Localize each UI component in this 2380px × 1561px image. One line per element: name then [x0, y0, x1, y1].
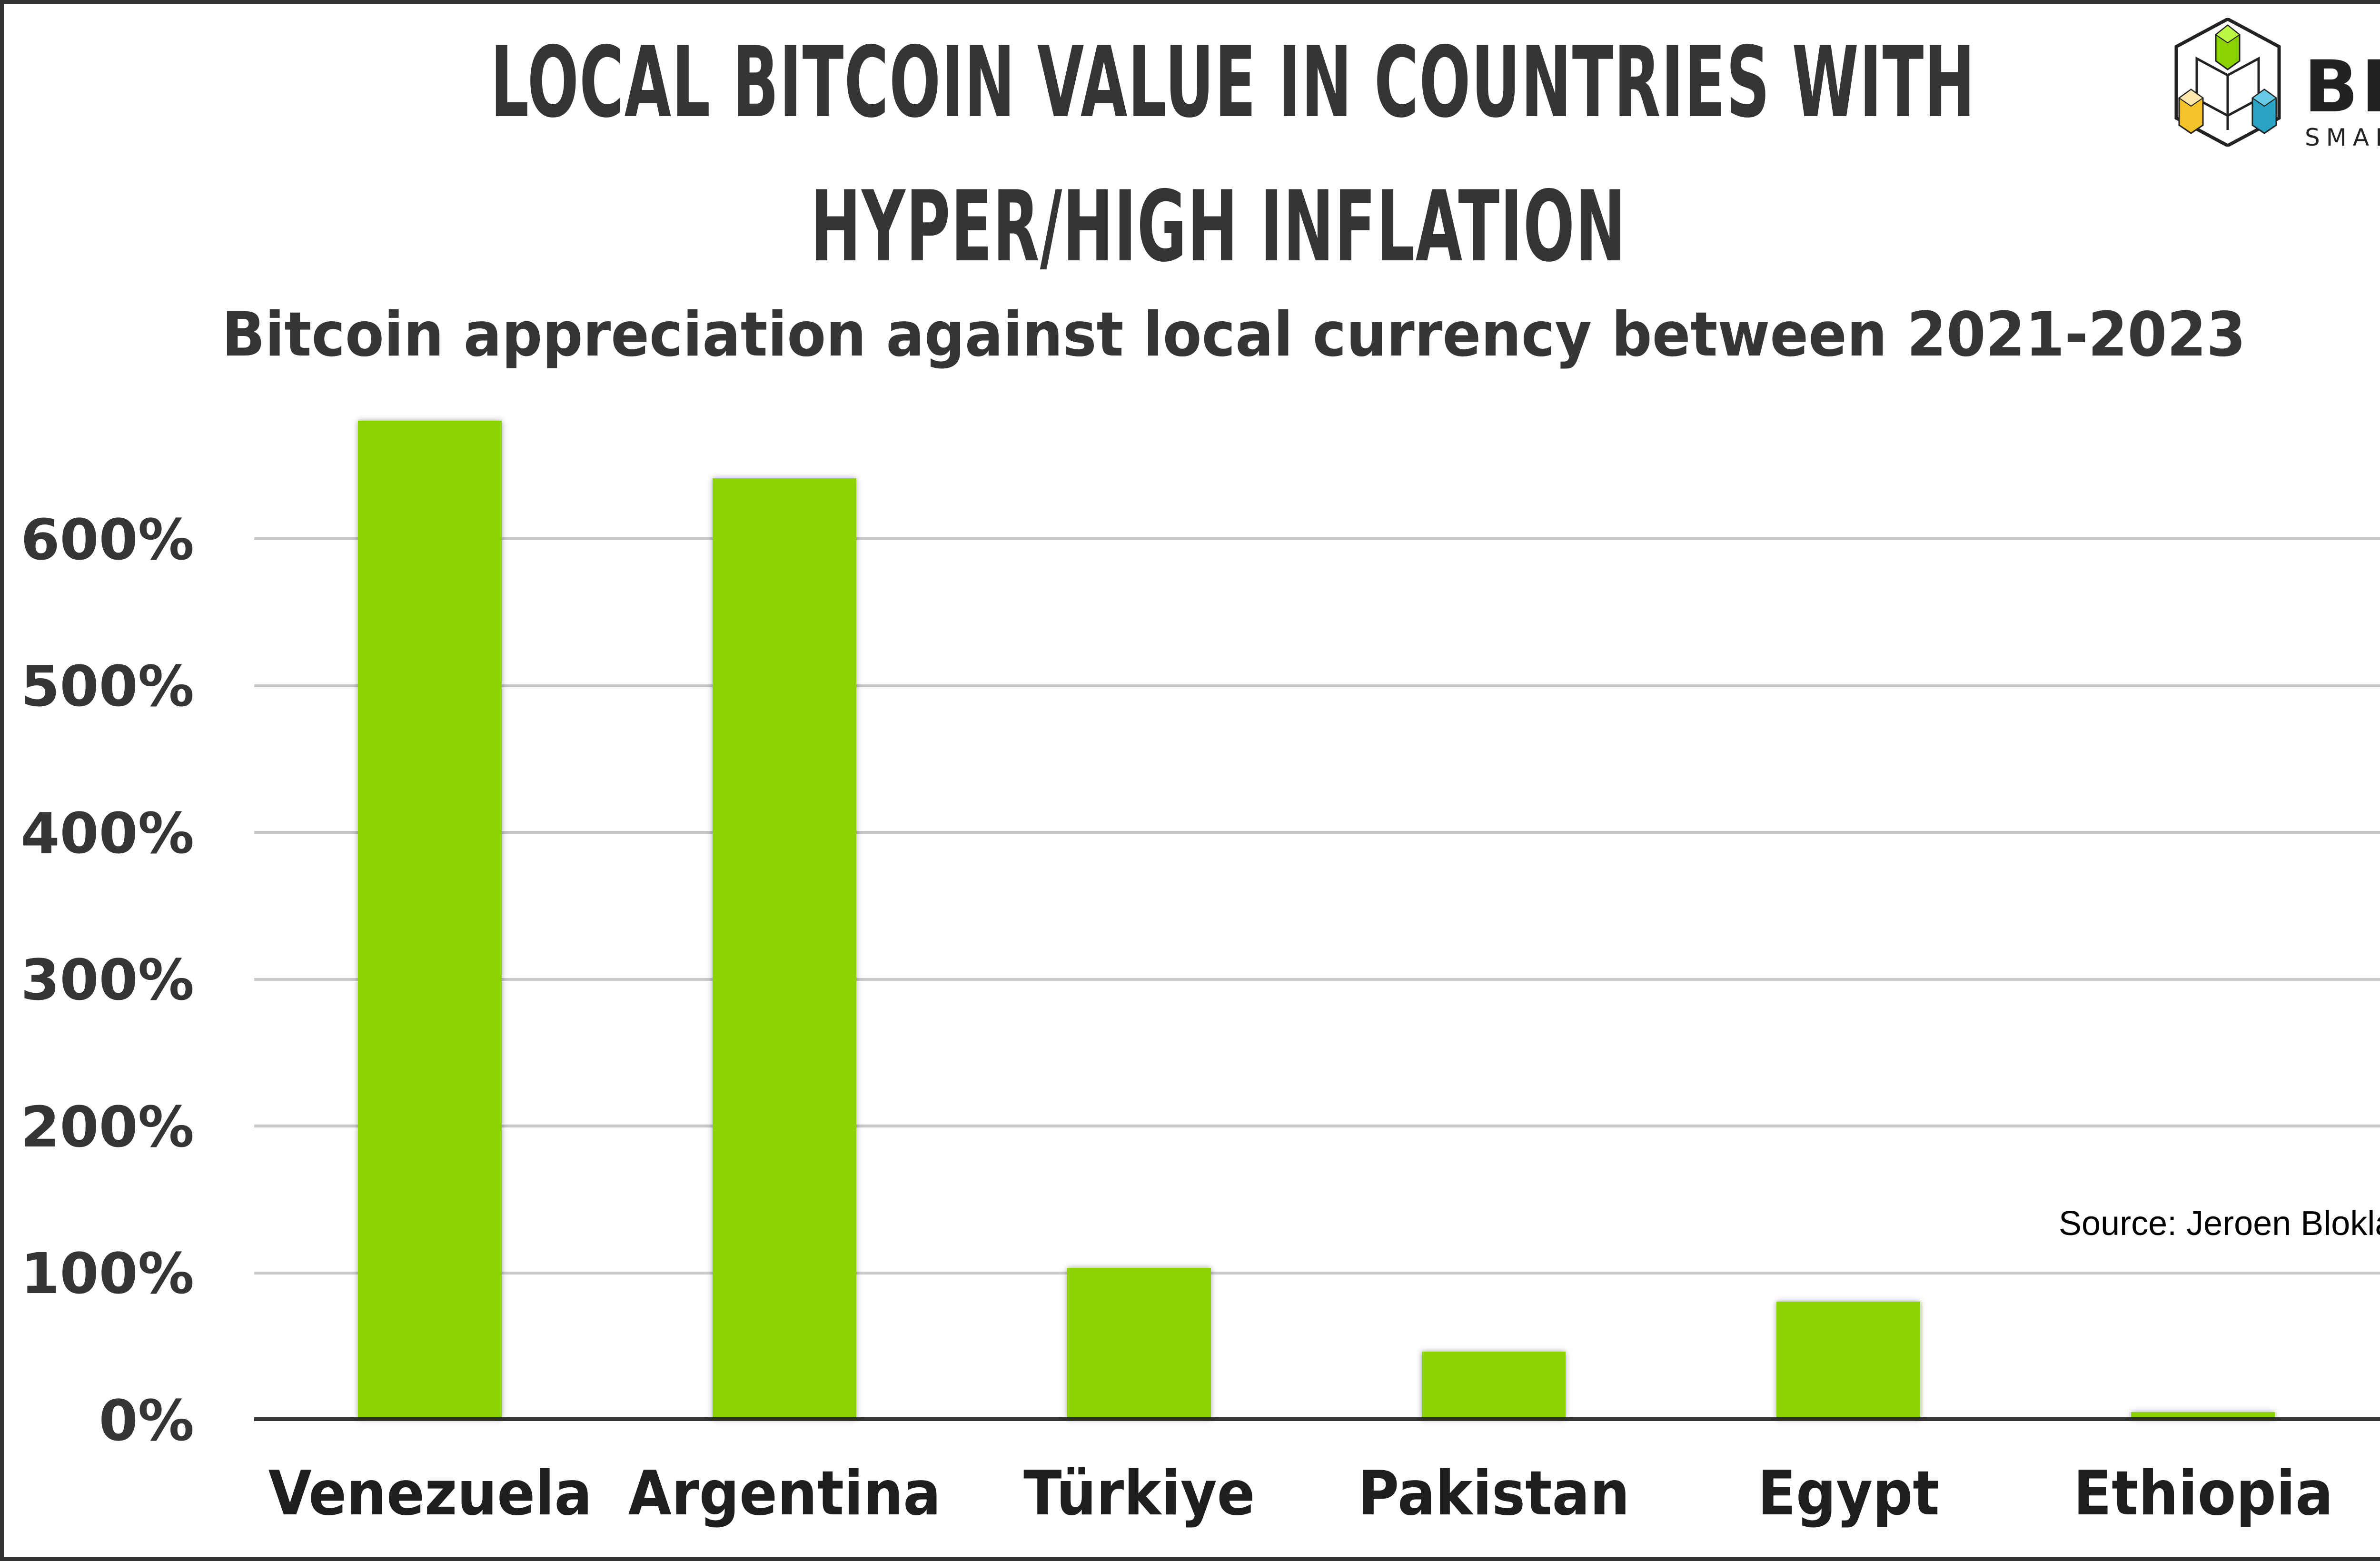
blokland-cube-logo-icon [2174, 18, 2281, 147]
gridline-300 [254, 978, 2380, 981]
bar-venezuela [358, 421, 502, 1419]
y-tick-600: 600% [20, 507, 194, 573]
title-text-1: LOCAL BITCOIN VALUE IN COUNTRIES WITH [490, 26, 1976, 139]
title-text-2: HYPER/HIGH INFLATION [810, 170, 1627, 284]
x-label-argentina: Argentina [628, 1458, 942, 1529]
bar-pakistan [1422, 1352, 1566, 1419]
chart-title-line-1: LOCAL BITCOIN VALUE IN COUNTRIES WITH [0, 34, 2380, 132]
bar-türkiye [1067, 1268, 1211, 1419]
gridline-200 [254, 1125, 2380, 1127]
x-label-türkiye: Türkiye [1023, 1458, 1255, 1529]
chart-title-line-2: HYPER/HIGH INFLATION [0, 178, 2380, 276]
y-tick-300: 300% [20, 947, 194, 1013]
gridline-500 [254, 684, 2380, 687]
logo-tagline: SMART MULTI-ASSET FUND [2305, 124, 2380, 151]
y-tick-500: 500% [20, 653, 194, 719]
x-label-pakistan: Pakistan [1358, 1458, 1630, 1529]
bar-egypt [1776, 1302, 1920, 1419]
y-tick-0: 0% [99, 1388, 194, 1453]
y-tick-200: 200% [20, 1094, 194, 1160]
x-label-ethiopia: Ethiopia [2073, 1458, 2333, 1529]
y-tick-100: 100% [20, 1241, 194, 1306]
x-axis-line [254, 1417, 2380, 1421]
blokland-logo: BL©KLAND SMART MULTI-ASSET FUND [2161, 18, 2380, 151]
logo-wordmark: BL©KLAND [2304, 46, 2380, 128]
source-note: Source: Jeroen Blokland, Bloomberg [2059, 1205, 2380, 1243]
chart-subtitle: Bitcoin appreciation against local curre… [0, 305, 2380, 366]
x-label-egypt: Egypt [1757, 1458, 1940, 1529]
gridline-600 [254, 537, 2380, 540]
gridline-400 [254, 831, 2380, 834]
x-label-venezuela: Venezuela [268, 1458, 592, 1529]
bar-argentina [713, 478, 856, 1419]
plot-area [254, 0, 2380, 1423]
y-tick-400: 400% [20, 800, 194, 866]
subtitle-text: Bitcoin appreciation against local curre… [222, 299, 2246, 370]
gridline-100 [254, 1272, 2380, 1274]
